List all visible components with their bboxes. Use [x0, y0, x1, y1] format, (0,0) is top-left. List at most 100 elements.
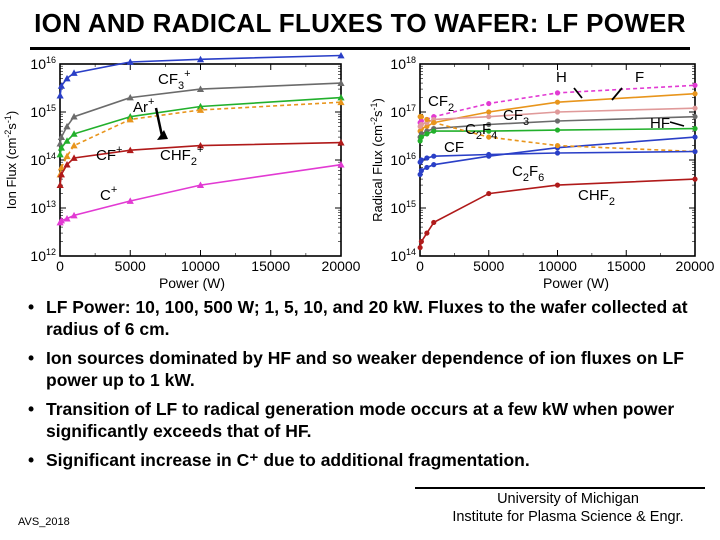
data-point	[692, 176, 698, 182]
data-point	[692, 126, 698, 132]
data-point	[424, 131, 430, 137]
affiliation-line-2: Institute for Plasma Science & Engr.	[452, 509, 684, 525]
data-point	[486, 121, 492, 128]
y-tick-label: 1012	[30, 247, 56, 264]
data-point	[63, 152, 71, 160]
data-point	[57, 170, 66, 178]
data-point	[126, 146, 134, 154]
data-point	[126, 115, 134, 123]
series-label: CHF2	[578, 187, 615, 208]
data-point	[554, 182, 561, 188]
data-point	[692, 82, 698, 88]
series-label: CF	[444, 139, 464, 156]
x-tick-label: 10000	[538, 258, 577, 274]
data-point	[57, 133, 66, 140]
series-label: CF3+	[158, 68, 191, 92]
data-point	[692, 114, 698, 120]
data-point	[63, 74, 71, 82]
series-label: HF	[650, 115, 670, 132]
data-point	[424, 116, 430, 123]
data-point	[431, 162, 437, 168]
data-point	[424, 123, 430, 130]
data-point	[554, 99, 561, 105]
data-point	[554, 150, 561, 156]
arrow-head	[157, 130, 168, 140]
series-label: C2F4	[465, 121, 497, 142]
data-point	[431, 120, 437, 126]
flux-charts: 1012 1013 1014 1015 1016 0 5000 10000 15000 20000…	[3, 51, 715, 291]
series-label: CF+	[96, 144, 122, 164]
bullet-item: • Significant increase in C⁺ due to addit…	[24, 449, 720, 471]
conference-tag: AVS_2018	[18, 516, 70, 528]
series-label: C+	[100, 184, 117, 204]
x-axis-label: Power (W)	[543, 275, 609, 291]
data-point	[63, 161, 71, 168]
data-point	[56, 91, 64, 99]
data-point	[63, 122, 71, 130]
data-point	[418, 157, 424, 163]
data-point	[486, 190, 492, 197]
y-axis-label: Radical Flux (cm-2s-1)	[369, 98, 385, 222]
bullet-item: • LF Power: 10, 100, 500 W; 1, 5, 10, and…	[24, 296, 720, 340]
data-point	[486, 128, 492, 134]
affiliation-line-1: University of Michigan	[497, 491, 639, 507]
data-point	[126, 58, 134, 65]
chart-ion-flux: 1012 1013 1014 1015 1016 0 5000 10000 15000 20000…	[3, 51, 361, 291]
data-point	[70, 130, 78, 137]
data-point	[431, 219, 437, 226]
bullet-item: • Transition of LF to radical generation …	[24, 398, 720, 442]
bullet-text: Transition of LF to radical generation m…	[46, 399, 675, 441]
data-point	[692, 134, 698, 140]
y-tick-label: 1016	[30, 55, 56, 72]
data-point	[70, 154, 78, 161]
bullet-dot: •	[28, 348, 35, 368]
data-point	[486, 151, 492, 158]
data-point	[70, 141, 78, 149]
data-point	[56, 139, 64, 147]
series-label: F	[635, 69, 644, 86]
x-tick-label: 0	[56, 258, 64, 274]
data-point	[337, 51, 345, 59]
x-tick-label: 15000	[607, 258, 646, 274]
series-label: CF3	[503, 107, 529, 128]
bullet-text: Ion sources dominated by HF and so weake…	[46, 348, 684, 390]
y-tick-label: 1013	[30, 199, 56, 216]
data-point	[196, 106, 205, 113]
data-point	[431, 128, 437, 134]
x-tick-label: 20000	[676, 258, 715, 274]
x-tick-label: 5000	[115, 258, 146, 274]
data-point	[126, 93, 134, 101]
y-tick-label: 1017	[390, 103, 416, 120]
x-axis-label: Power (W)	[159, 275, 225, 291]
series-line-Ar+	[59, 82, 342, 144]
data-point	[486, 114, 492, 120]
annotation-arrow	[611, 87, 623, 101]
bullet-list: • LF Power: 10, 100, 500 W; 1, 5, 10, and…	[24, 296, 720, 478]
data-point	[196, 141, 205, 149]
bullet-dot: •	[28, 297, 35, 317]
data-point	[554, 127, 561, 133]
bullet-dot: •	[28, 450, 35, 470]
data-point	[417, 244, 423, 251]
data-point	[337, 161, 345, 168]
data-point	[554, 109, 561, 115]
slide-title: ION AND RADICAL FLUXES TO WAFER: LF POWE…	[34, 8, 686, 38]
data-point	[692, 148, 698, 155]
data-point	[418, 121, 424, 128]
data-point	[56, 150, 64, 158]
data-point	[70, 113, 78, 120]
data-point	[424, 230, 430, 236]
data-point	[554, 142, 561, 149]
y-tick-label: 1015	[30, 103, 56, 120]
x-tick-label: 15000	[251, 258, 290, 274]
data-point	[554, 118, 561, 124]
data-point	[57, 163, 66, 171]
data-point	[418, 134, 424, 140]
annotation-arrow	[154, 107, 164, 137]
data-point	[70, 69, 78, 76]
y-tick-label: 1018	[390, 55, 416, 72]
series-line-CHF2	[419, 178, 696, 248]
data-point	[196, 102, 205, 110]
series-label: H	[556, 69, 567, 86]
x-tick-label: 10000	[181, 258, 220, 274]
